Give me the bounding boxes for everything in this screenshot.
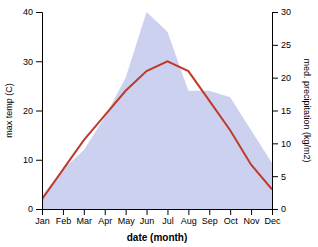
tick-mark: [272, 111, 278, 112]
marks: [42, 12, 272, 209]
tick-label: 25: [281, 40, 291, 50]
plot: JanFebMarAprMayJunJulAugSepOctNovDec0102…: [4, 7, 312, 243]
tick-mark: [272, 176, 278, 177]
tick-label: 20: [23, 106, 33, 116]
tick: 0: [272, 204, 286, 214]
tick-mark: [167, 209, 168, 215]
y-axis-title: max temp (C): [4, 83, 14, 138]
tick-label: Aug: [181, 216, 197, 226]
tick-label: Feb: [56, 216, 72, 226]
tick-mark: [126, 209, 127, 215]
tick-label: 0: [281, 204, 286, 214]
tick-mark: [209, 209, 210, 215]
tick-label: 5: [281, 172, 286, 182]
tick-label: 20: [281, 73, 291, 83]
tick-mark: [272, 209, 278, 210]
tick: 15: [272, 106, 291, 116]
area: [42, 12, 272, 209]
axis-line: [273, 13, 279, 210]
tick-label: May: [118, 216, 136, 226]
tick-mark: [272, 78, 278, 79]
tick-label: Mar: [77, 216, 93, 226]
tick-mark: [147, 209, 148, 215]
line: [42, 61, 272, 199]
tick: 10: [272, 139, 291, 149]
tick-label: Nov: [244, 216, 261, 226]
tick-mark: [230, 209, 231, 215]
tick-label: 0: [28, 204, 33, 214]
tick-label: Dec: [264, 216, 281, 226]
axis-line: [43, 210, 273, 216]
tick: 0: [28, 204, 42, 214]
tick-label: 10: [23, 155, 33, 165]
tick-label: 40: [23, 7, 33, 17]
tick-mark: [36, 160, 42, 161]
tick-label: Jun: [140, 216, 155, 226]
tick: Jul: [162, 209, 174, 226]
axis-line: [36, 13, 43, 210]
tick-label: 15: [281, 106, 291, 116]
tick: 40: [23, 7, 42, 17]
tick-mark: [272, 12, 278, 13]
tick-label: Jan: [35, 216, 50, 226]
tick-label: 10: [281, 139, 291, 149]
tick: Dec: [264, 209, 281, 226]
tick-label: Apr: [98, 216, 112, 226]
tick: Jan: [35, 209, 50, 226]
tick-mark: [251, 209, 252, 215]
tick-label: Jul: [162, 216, 174, 226]
tick-label: Oct: [224, 216, 239, 226]
tick-mark: [36, 61, 42, 62]
tick: 20: [23, 106, 42, 116]
tick-mark: [36, 12, 42, 13]
tick: Feb: [56, 209, 72, 226]
tick: 25: [272, 40, 291, 50]
tick: Oct: [224, 209, 239, 226]
y-axis: 0 10 20 30 40: [23, 7, 43, 214]
tick-mark: [36, 209, 42, 210]
tick: Sep: [202, 209, 218, 226]
tick: 30: [272, 7, 291, 17]
tick-label: Sep: [202, 216, 218, 226]
tick: 20: [272, 73, 291, 83]
tick: Nov: [244, 209, 261, 226]
tick-label: 30: [23, 57, 33, 67]
tick-mark: [188, 209, 189, 215]
y2-axis-title: med. precipitation (kg/m2): [302, 58, 312, 162]
x-axis: Jan Feb Mar Apr May Jun Jul Aug Sep Oct NovDec: [35, 209, 281, 226]
chart: JanFebMarAprMayJunJulAugSepOctNovDec0102…: [0, 0, 318, 247]
tick: May: [118, 209, 136, 226]
tick-mark: [272, 143, 278, 144]
tick-label: 30: [281, 7, 291, 17]
tick-mark: [36, 111, 42, 112]
tick: 5: [272, 172, 286, 182]
tick: Aug: [181, 209, 197, 226]
tick: 30: [23, 57, 42, 67]
tick-mark: [105, 209, 106, 215]
tick: Jun: [140, 209, 155, 226]
tick-mark: [84, 209, 85, 215]
x-axis-title: date (month): [127, 232, 188, 243]
tick: 10: [23, 155, 42, 165]
tick-mark: [272, 45, 278, 46]
tick: Apr: [98, 209, 112, 226]
tick-mark: [63, 209, 64, 215]
tick: Mar: [77, 209, 93, 226]
y2-axis: 0 5 10 15 20 25 30: [272, 7, 291, 214]
